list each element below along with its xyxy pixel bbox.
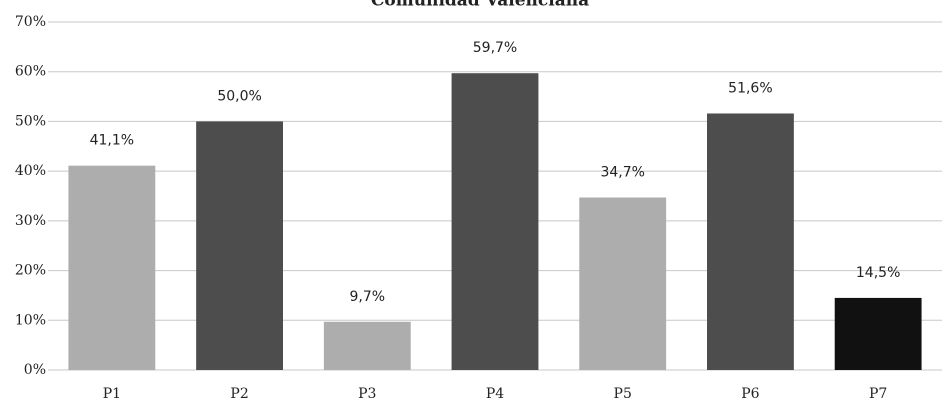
y-tick-label: 70% — [15, 14, 46, 30]
data-label: 14,5% — [856, 265, 900, 281]
data-label: 9,7% — [349, 289, 385, 305]
y-tick-label: 30% — [15, 213, 46, 229]
x-tick-label: P7 — [869, 386, 887, 402]
bar — [707, 113, 794, 370]
bar — [834, 297, 922, 370]
x-tick-label: P6 — [741, 386, 759, 402]
data-label: 34,7% — [600, 164, 644, 180]
y-tick-label: 10% — [15, 312, 46, 328]
bar — [579, 197, 667, 370]
y-tick-label: 50% — [15, 113, 46, 129]
y-tick-label: 60% — [15, 64, 46, 80]
x-tick-label: P1 — [103, 386, 121, 402]
data-label: 50,0% — [217, 88, 261, 104]
y-tick-label: 0% — [24, 362, 46, 378]
bar — [68, 165, 156, 370]
y-tick-label: 40% — [15, 163, 46, 179]
x-tick-label: P5 — [614, 386, 632, 402]
x-tick-label: P4 — [486, 386, 504, 402]
x-tick-label: P2 — [230, 386, 248, 402]
data-label: 41,1% — [90, 133, 134, 149]
data-label: 51,6% — [728, 80, 772, 96]
bar — [323, 321, 411, 370]
data-label: 59,7% — [473, 40, 517, 56]
x-tick-label: P3 — [358, 386, 376, 402]
bar — [196, 121, 283, 370]
bar — [451, 73, 539, 370]
chart-title: Comunidad Valenciana — [371, 0, 589, 11]
y-tick-label: 20% — [15, 263, 46, 279]
